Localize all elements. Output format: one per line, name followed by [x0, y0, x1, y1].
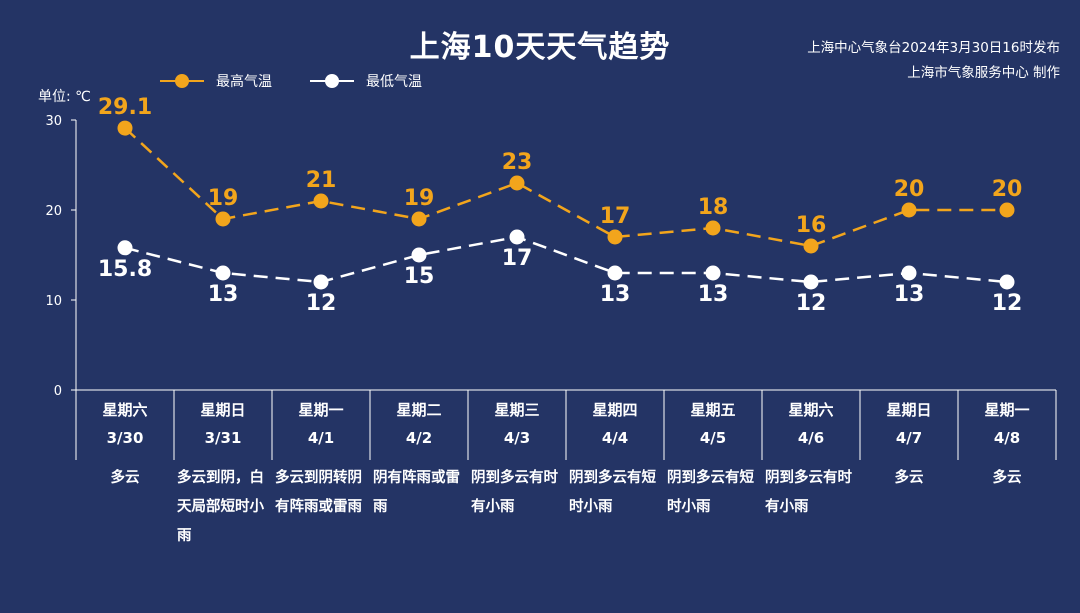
forecast-day-column: 星期四 4/4 阴到多云有短时小雨	[566, 396, 664, 522]
high-temp-point	[117, 120, 133, 136]
low-temp-point	[509, 229, 525, 245]
forecast-day-column: 星期三 4/3 阴到多云有时有小雨	[468, 396, 566, 522]
forecast-day-column: 星期日 3/31 多云到阴，白天局部短时小雨	[174, 396, 272, 551]
low-temp-point	[117, 240, 133, 256]
low-temp-label: 12	[992, 291, 1023, 316]
high-temp-label: 29.1	[98, 95, 152, 120]
high-temp-label: 23	[502, 150, 533, 175]
weekday-label: 星期四	[592, 401, 638, 419]
high-temp-point	[509, 175, 525, 191]
low-temp-point	[215, 265, 231, 281]
legend-label-high: 最高气温	[216, 74, 272, 90]
legend-item-high: 最高气温	[160, 70, 272, 92]
weather-description: 阴有阵雨或雷雨	[373, 470, 460, 515]
low-temp-point	[313, 274, 329, 290]
chart-title: 上海10天天气趋势	[409, 30, 671, 65]
high-temp-point	[215, 211, 231, 227]
forecast-day-column: 星期一 4/8 多云	[958, 396, 1056, 493]
y-tick-label: 0	[54, 384, 62, 399]
publisher-credit: 上海中心气象台2024年3月30日16时发布	[807, 40, 1060, 56]
weekday-label: 星期二	[396, 401, 442, 419]
high-temp-point	[999, 202, 1015, 218]
high-temp-point	[705, 220, 721, 236]
weekday-label: 星期日	[886, 401, 932, 419]
weekday-label: 星期五	[690, 401, 736, 419]
high-temp-point	[411, 211, 427, 227]
weekday-label: 星期六	[788, 401, 834, 419]
date-label: 4/2	[405, 429, 433, 447]
y-tick-label: 30	[45, 114, 62, 129]
forecast-day-column: 星期五 4/5 阴到多云有短时小雨	[664, 396, 762, 522]
date-label: 4/6	[797, 429, 825, 447]
legend-swatch-high	[160, 70, 204, 92]
date-label: 4/1	[307, 429, 335, 447]
weather-description: 多云到阴转阴有阵雨或雷雨	[275, 470, 362, 515]
high-temp-label: 21	[306, 168, 337, 193]
date-label: 4/3	[503, 429, 531, 447]
weekday-label: 星期六	[102, 401, 148, 419]
low-temp-point	[705, 265, 721, 281]
weather-description: 多云	[110, 470, 140, 486]
high-temp-label: 18	[698, 195, 729, 220]
high-temp-label: 19	[404, 186, 435, 211]
forecast-day-column: 星期二 4/2 阴有阵雨或雷雨	[370, 396, 468, 522]
low-temp-point	[803, 274, 819, 290]
weather-description: 阴到多云有时有小雨	[471, 470, 558, 515]
high-temp-label: 17	[600, 204, 631, 229]
high-temp-label: 16	[796, 213, 827, 238]
weather-description: 阴到多云有短时小雨	[569, 470, 656, 515]
legend-label-low: 最低气温	[366, 74, 422, 90]
weather-description: 阴到多云有短时小雨	[667, 470, 754, 515]
legend-item-low: 最低气温	[310, 70, 422, 92]
high-temp-label: 20	[992, 177, 1023, 202]
y-tick-label: 20	[45, 204, 62, 219]
low-temp-line	[124, 235, 1008, 284]
low-temp-label: 15	[404, 264, 435, 289]
high-temp-point	[901, 202, 917, 218]
legend-swatch-low	[310, 70, 354, 92]
weekday-label: 星期三	[494, 401, 540, 419]
high-temp-label: 20	[894, 177, 925, 202]
low-temp-label: 13	[698, 282, 729, 307]
high-temp-point	[313, 193, 329, 209]
date-label: 4/4	[601, 429, 629, 447]
weather-description: 多云	[894, 470, 924, 486]
low-temp-label: 12	[306, 291, 337, 316]
weather-description: 阴到多云有时有小雨	[765, 470, 852, 515]
low-temp-point	[901, 265, 917, 281]
y-tick-label: 10	[45, 294, 62, 309]
forecast-day-column: 星期六 4/6 阴到多云有时有小雨	[762, 396, 860, 522]
low-temp-label: 12	[796, 291, 827, 316]
weather-description: 多云到阴，白天局部短时小雨	[177, 470, 264, 544]
forecast-day-column: 星期一 4/1 多云到阴转阴有阵雨或雷雨	[272, 396, 370, 522]
high-temp-line	[124, 127, 1007, 248]
forecast-day-column: 星期六 3/30 多云	[76, 396, 174, 493]
weekday-label: 星期一	[298, 401, 344, 419]
date-label: 4/7	[895, 429, 923, 447]
date-label: 4/5	[699, 429, 727, 447]
high-temp-point	[803, 238, 819, 254]
high-temp-point	[607, 229, 623, 245]
low-temp-label: 17	[502, 246, 533, 271]
low-temp-label: 13	[894, 282, 925, 307]
weekday-label: 星期日	[200, 401, 246, 419]
weather-description: 多云	[992, 470, 1022, 486]
forecast-day-column: 星期日 4/7 多云	[860, 396, 958, 493]
date-label: 4/8	[993, 429, 1021, 447]
low-temp-label: 15.8	[98, 257, 152, 282]
low-temp-point	[607, 265, 623, 281]
date-label: 3/30	[106, 429, 144, 447]
low-temp-point	[999, 274, 1015, 290]
low-temp-label: 13	[600, 282, 631, 307]
date-label: 3/31	[204, 429, 242, 447]
low-temp-label: 13	[208, 282, 239, 307]
high-temp-label: 19	[208, 186, 239, 211]
weekday-label: 星期一	[984, 401, 1030, 419]
low-temp-point	[411, 247, 427, 263]
producer-credit: 上海市气象服务中心 制作	[907, 65, 1060, 81]
y-axis-unit-label: 单位: ℃	[38, 89, 91, 105]
